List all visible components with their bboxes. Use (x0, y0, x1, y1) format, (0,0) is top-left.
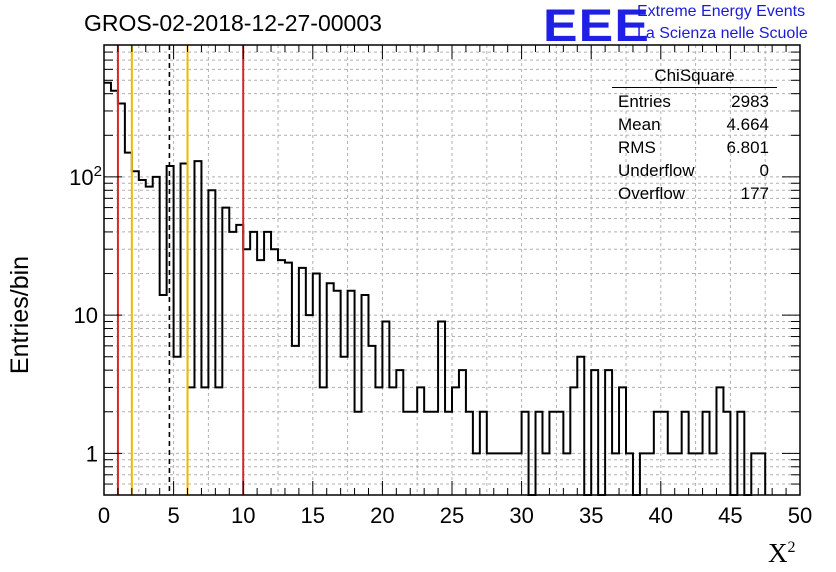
histogram-bin (382, 321, 389, 495)
chart-title: GROS-02-2018-12-27-00003 (84, 10, 382, 36)
stats-label: Mean (618, 115, 661, 134)
histogram-bin (174, 357, 181, 495)
stats-row-mean: Mean 4.664 (612, 113, 777, 136)
histogram-bin (146, 187, 153, 495)
histogram-bin (111, 91, 118, 495)
stats-value: 177 (740, 184, 769, 203)
x-tick-label: 40 (649, 503, 673, 528)
y-tick-label: 102 (69, 163, 102, 190)
histogram-bin (313, 274, 320, 495)
x-tick-label: 30 (509, 503, 533, 528)
histogram-bin (570, 387, 577, 495)
histogram-bin (104, 83, 111, 495)
x-axis-label: X2 (768, 538, 796, 568)
histogram-bin (139, 180, 146, 495)
histogram-bin (362, 295, 369, 495)
histogram-bin (320, 387, 327, 495)
stats-value: 4.664 (726, 115, 769, 134)
eee-logo: EEE (543, 0, 651, 51)
histogram-bin (271, 249, 278, 495)
histogram-bin (236, 225, 243, 495)
histogram-bin (264, 232, 271, 495)
y-axis-label: Entries/bin (6, 255, 34, 375)
histogram-bin (201, 387, 208, 495)
y-tick-label: 1 (86, 441, 98, 466)
histogram-bin (118, 103, 125, 495)
stats-label: Entries (618, 92, 671, 111)
histogram-bin (341, 357, 348, 495)
stats-row-underflow: Underflow 0 (612, 159, 777, 182)
histogram-bin (132, 171, 139, 495)
histogram-series (104, 81, 767, 496)
stats-label: RMS (618, 138, 656, 157)
histogram-bin (605, 370, 612, 495)
histogram-bin (452, 387, 459, 495)
histogram-bin (396, 370, 403, 495)
logo-line-2: La Scienza nelle Scuole (637, 25, 808, 42)
histogram-bin (459, 370, 466, 495)
stats-row-rms: RMS 6.801 (612, 136, 777, 159)
stats-row-overflow: Overflow 177 (612, 182, 777, 205)
histogram-bin (160, 295, 167, 495)
stats-label: Underflow (618, 161, 695, 180)
histogram-bin (188, 387, 195, 495)
histogram-bin (591, 370, 598, 495)
histogram-bin (125, 153, 132, 495)
histogram-bin (292, 346, 299, 495)
histogram-bin (229, 232, 236, 495)
logo-line-1: Extreme Energy Events (637, 3, 806, 20)
histogram-bin (306, 315, 313, 495)
histogram-bin (368, 346, 375, 495)
histogram-bin (619, 387, 626, 495)
histogram-bin (577, 357, 584, 495)
x-tick-label: 45 (718, 503, 742, 528)
y-tick-label: 10 (74, 303, 98, 328)
histogram-bin (375, 387, 382, 495)
x-tick-label: 25 (440, 503, 464, 528)
x-tick-label: 35 (579, 503, 603, 528)
histogram-bin (716, 387, 723, 495)
histogram-bin (208, 190, 215, 495)
histogram-bin (417, 387, 424, 495)
histogram-bin (153, 177, 160, 495)
stats-value: 2983 (731, 92, 769, 111)
histogram-bin (299, 268, 306, 495)
x-tick-label: 0 (98, 503, 110, 528)
histogram-bin (243, 249, 250, 495)
stats-title: ChiSquare (612, 66, 777, 88)
histogram-bin (389, 387, 396, 495)
histogram-bin (250, 232, 257, 495)
stats-row-entries: Entries 2983 (612, 90, 777, 113)
histogram-bin (215, 387, 222, 495)
stats-value: 0 (759, 161, 769, 180)
histogram-bin (222, 208, 229, 495)
stats-value: 6.801 (726, 138, 769, 157)
x-tick-label: 10 (231, 503, 255, 528)
x-tick-label: 15 (301, 503, 325, 528)
x-tick-label: 5 (167, 503, 179, 528)
stats-label: Overflow (618, 184, 686, 203)
stats-box: ChiSquare Entries 2983 Mean 4.664 RMS 6.801… (612, 66, 777, 205)
histogram-bin (181, 164, 188, 495)
histogram-bin (438, 321, 445, 495)
x-tick-label: 50 (788, 503, 812, 528)
x-tick-label: 20 (370, 503, 394, 528)
